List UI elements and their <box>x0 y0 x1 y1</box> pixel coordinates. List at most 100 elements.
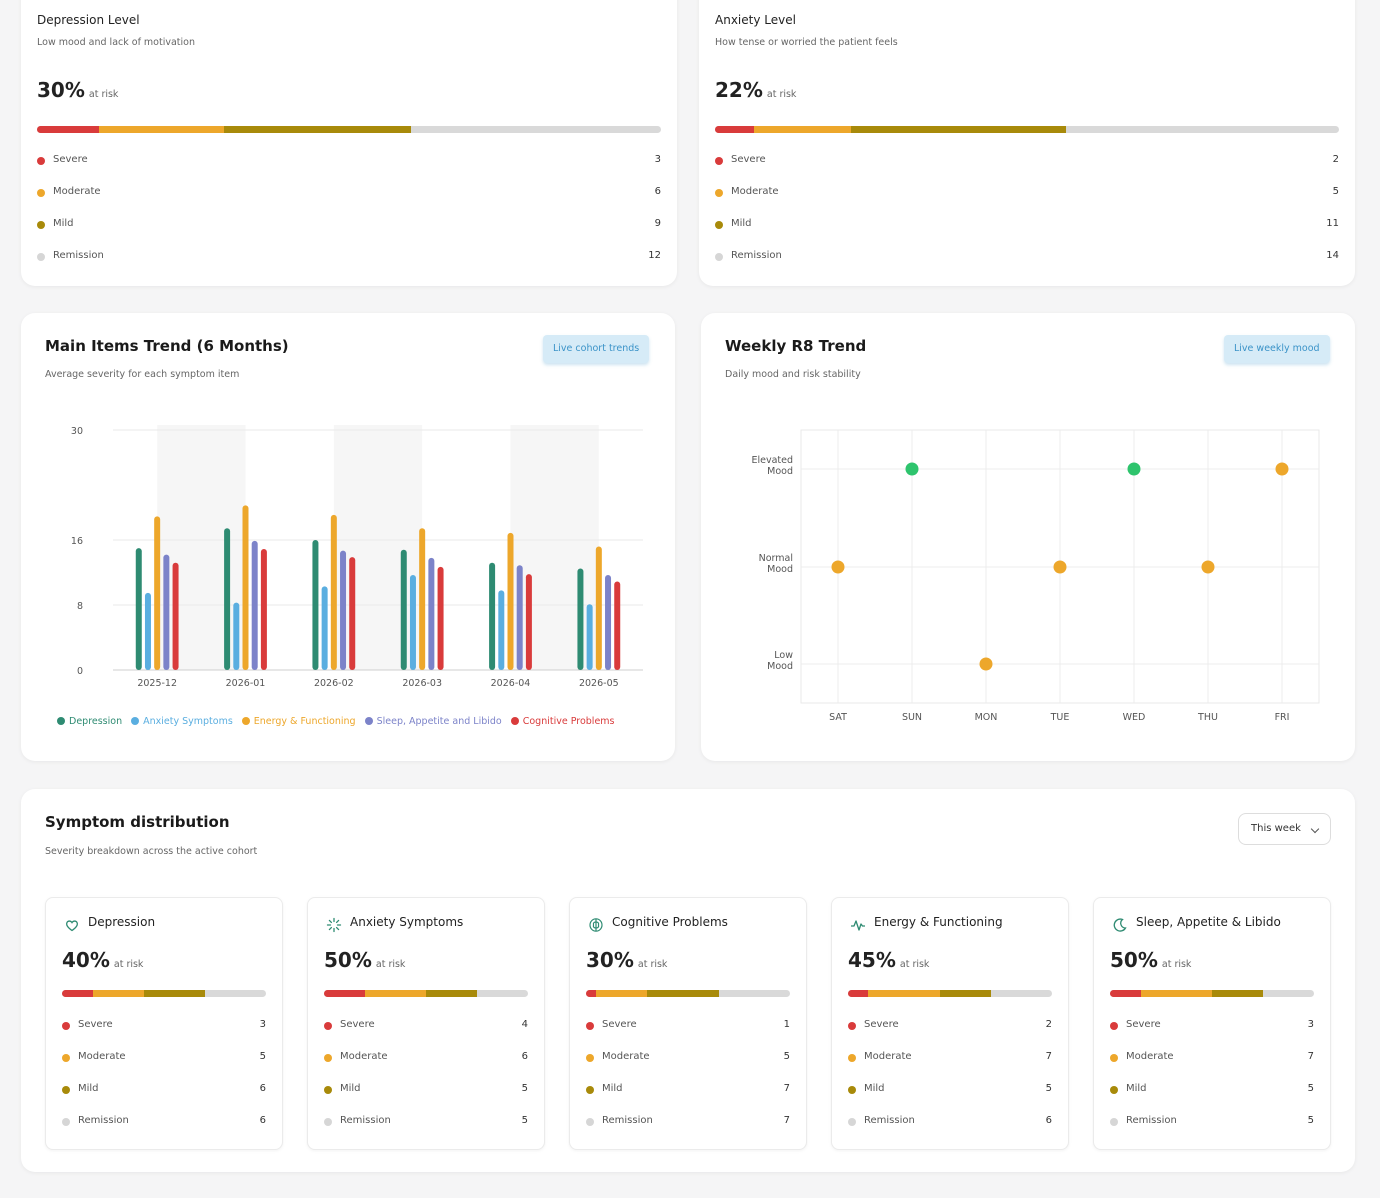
mood-point[interactable] <box>1201 560 1215 574</box>
bar[interactable] <box>516 565 523 670</box>
bar[interactable] <box>242 505 249 670</box>
symptom-card[interactable]: Anxiety Symptoms 50% at risk Severe 4 Moderat… <box>307 897 545 1150</box>
live-weekly-mood-badge[interactable]: Live weekly mood <box>1224 335 1330 363</box>
bar[interactable] <box>144 592 151 670</box>
severity-count: 3 <box>259 1019 266 1030</box>
severity-count: 5 <box>521 1083 528 1094</box>
x-tick-label: 2026-04 <box>491 678 531 689</box>
x-tick-label: 2026-01 <box>226 678 266 689</box>
bar[interactable] <box>163 554 170 670</box>
severity-count: 6 <box>259 1115 266 1126</box>
bar[interactable] <box>605 574 612 670</box>
mild-segment <box>425 990 477 997</box>
bar[interactable] <box>437 566 444 670</box>
legend-item[interactable]: Cognitive Problems <box>510 716 615 727</box>
legend-row: Moderate 6 <box>324 1051 528 1065</box>
bar[interactable] <box>233 602 240 670</box>
bar[interactable] <box>260 548 267 670</box>
severity-count: 11 <box>1326 218 1339 229</box>
mood-point[interactable] <box>1127 462 1141 476</box>
symptom-card[interactable]: Cognitive Problems 30% at risk Severe 1 Moder… <box>569 897 807 1150</box>
symptom-card[interactable]: Depression 40% at risk Severe 3 Moderate 5 Mild… <box>45 897 283 1150</box>
bar[interactable] <box>409 574 416 670</box>
severity-dot <box>324 1086 332 1094</box>
severity-label: Remission <box>1126 1115 1177 1126</box>
bar[interactable] <box>400 549 407 670</box>
mood-point[interactable] <box>1275 462 1289 476</box>
bar[interactable] <box>577 568 584 670</box>
card-title: Weekly R8 Trend <box>725 337 867 355</box>
legend-row: Severe 2 <box>848 1019 1052 1033</box>
risk-percent: 22% at risk <box>715 78 796 102</box>
severity-count: 5 <box>259 1051 266 1062</box>
bar[interactable] <box>419 528 426 670</box>
bar[interactable] <box>507 532 514 670</box>
bar[interactable] <box>321 586 328 670</box>
legend-label: Cognitive Problems <box>522 716 615 727</box>
symptom-card-title: Cognitive Problems <box>612 915 728 929</box>
moderate-segment <box>868 990 940 997</box>
mood-point[interactable] <box>831 560 845 574</box>
bar[interactable] <box>586 604 593 670</box>
percent-value: 30% <box>37 78 85 102</box>
legend-row: Mild 9 <box>37 218 661 232</box>
card-subtitle: How tense or worried the patient feels <box>715 37 898 48</box>
y-level-label: Elevated Mood <box>751 455 793 477</box>
bar[interactable] <box>498 590 505 670</box>
bar[interactable] <box>154 516 161 670</box>
legend-row: Severe 1 <box>586 1019 790 1033</box>
risk-percent: 50% at risk <box>1110 948 1191 972</box>
bar[interactable] <box>330 514 337 670</box>
legend-item[interactable]: Energy & Functioning <box>241 716 356 727</box>
severity-bar <box>37 126 661 133</box>
bar[interactable] <box>525 574 532 670</box>
mild-segment <box>143 990 205 997</box>
symptom-card[interactable]: Sleep, Appetite & Libido 50% at risk Severe… <box>1093 897 1331 1150</box>
bar[interactable] <box>224 528 231 670</box>
symptom-card-title: Depression <box>88 915 156 929</box>
legend-item[interactable]: Sleep, Appetite and Libido <box>364 716 502 727</box>
symptom-card-title: Sleep, Appetite & Libido <box>1136 915 1281 929</box>
section-title: Symptom distribution <box>45 813 230 831</box>
legend-label: Anxiety Symptoms <box>143 716 233 727</box>
mood-point[interactable] <box>979 657 993 671</box>
legend-row: Remission 6 <box>848 1115 1052 1129</box>
y-level-label: Low Mood <box>767 650 793 672</box>
severe-segment <box>586 990 597 997</box>
bar[interactable] <box>614 581 621 670</box>
bar[interactable] <box>312 540 319 670</box>
bar[interactable] <box>349 557 356 670</box>
severity-label: Remission <box>53 250 104 261</box>
bar-chart: 0 8 16 30 2025-12 2026-01 2026-02 2026-03 2026-0… <box>71 425 643 689</box>
y-tick-label: 8 <box>77 601 83 612</box>
symptom-card[interactable]: Energy & Functioning 45% at risk Severe 2 Mod… <box>831 897 1069 1150</box>
severity-dot <box>62 1054 70 1062</box>
band-shade <box>333 425 423 670</box>
moderate-segment <box>1140 990 1212 997</box>
y-tick-label: 16 <box>71 536 83 547</box>
chevron-down-icon <box>1310 824 1320 834</box>
period-dropdown[interactable]: This week <box>1238 813 1331 845</box>
legend-item[interactable]: Depression <box>57 716 122 727</box>
severity-bar <box>1110 990 1314 997</box>
bar[interactable] <box>340 550 347 670</box>
live-cohort-trends-badge[interactable]: Live cohort trends <box>543 335 650 363</box>
mood-point[interactable] <box>905 462 919 476</box>
mood-point[interactable] <box>1053 560 1067 574</box>
bar[interactable] <box>595 546 602 671</box>
severity-label: Severe <box>602 1019 637 1030</box>
bar[interactable] <box>428 557 435 670</box>
bar[interactable] <box>135 548 142 670</box>
severe-segment <box>37 126 100 133</box>
legend-item[interactable]: Anxiety Symptoms <box>131 716 233 727</box>
bar[interactable] <box>172 562 179 670</box>
bar[interactable] <box>251 540 258 670</box>
bar[interactable] <box>489 562 496 670</box>
anxiety-level-card: Anxiety Level How tense or worried the p… <box>699 0 1355 286</box>
severity-dot <box>715 253 723 261</box>
x-tick-label: 2026-05 <box>579 678 619 689</box>
risk-percent: 30% at risk <box>586 948 667 972</box>
legend-row: Moderate 6 <box>37 186 661 200</box>
severity-count: 2 <box>1332 154 1339 165</box>
severity-dot <box>62 1022 70 1030</box>
